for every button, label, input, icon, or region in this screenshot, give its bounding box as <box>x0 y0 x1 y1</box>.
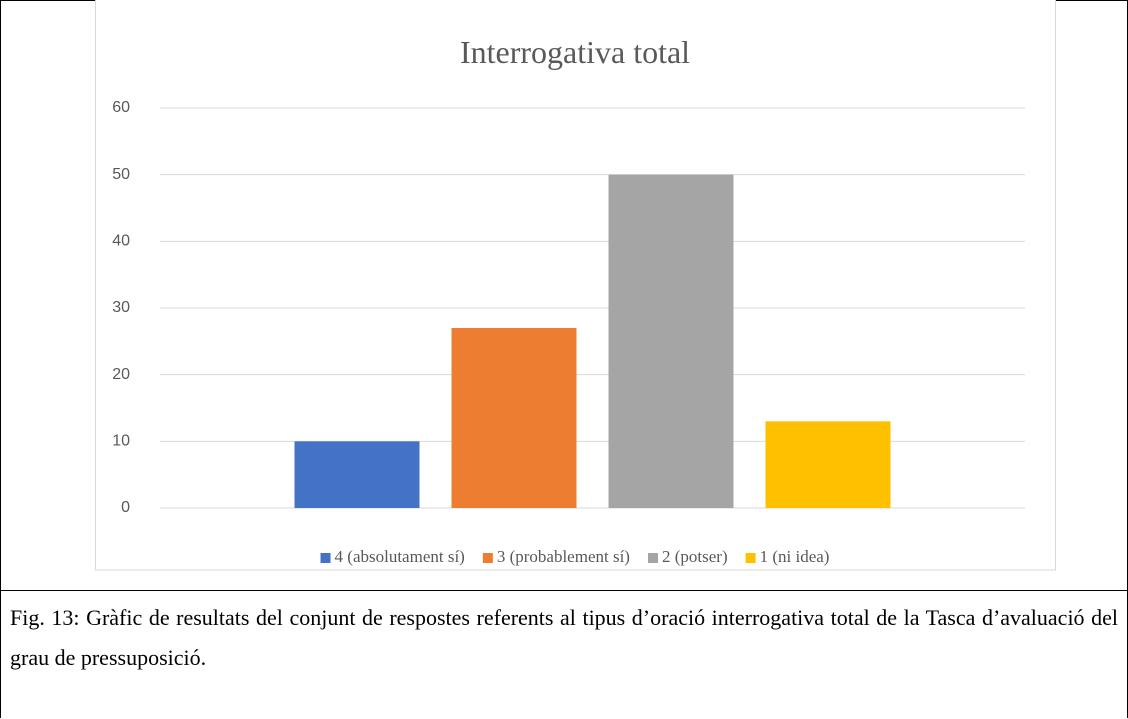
y-tick-label: 30 <box>112 299 130 316</box>
legend-swatch <box>745 553 756 563</box>
legend-swatch <box>482 553 493 563</box>
figure-caption: Fig. 13: Gràfic de resultats del conjunt… <box>10 605 1118 670</box>
bar <box>294 441 420 508</box>
y-tick-label: 40 <box>112 233 130 250</box>
y-tick-label: 0 <box>121 499 130 516</box>
legend-label: 3 (probablement sí) <box>497 547 630 566</box>
y-tick-label: 50 <box>112 166 130 183</box>
chart-title: Interrogativa total <box>460 34 690 70</box>
legend-label: 1 (ni idea) <box>760 547 830 566</box>
bar <box>608 174 734 508</box>
bar <box>765 421 891 508</box>
legend-swatch <box>320 553 331 563</box>
y-tick-label: 20 <box>112 366 130 383</box>
legend-label: 4 (absolutament sí) <box>335 547 465 566</box>
chart: Interrogativa total 0 10 20 30 40 50 60 4 (abso… <box>95 0 1056 571</box>
y-tick-label: 10 <box>112 433 130 450</box>
bar <box>451 328 577 508</box>
legend-swatch <box>647 553 658 563</box>
row-separator <box>0 590 1128 591</box>
legend-label: 2 (potser) <box>662 547 728 566</box>
y-tick-label: 60 <box>112 99 130 116</box>
